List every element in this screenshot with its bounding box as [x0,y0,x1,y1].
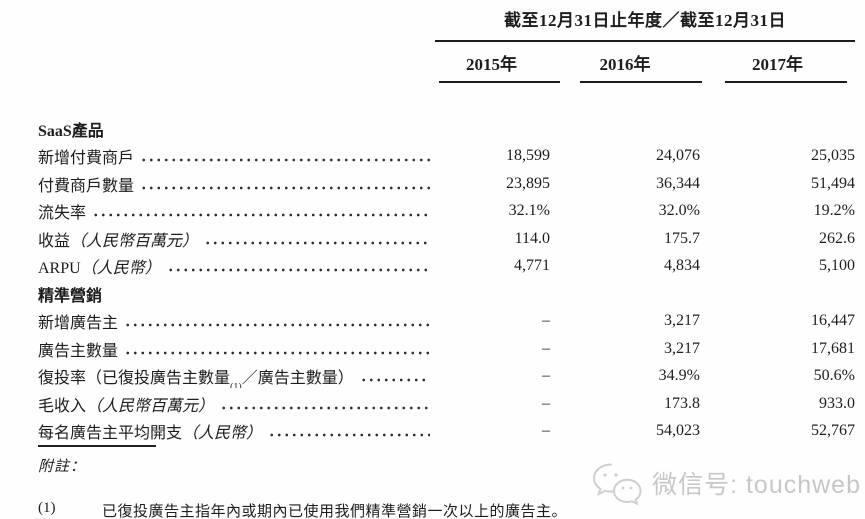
value-2017: 933.0 [819,394,855,412]
footnote-divider [38,445,156,447]
value-2017: 19.2% [813,202,855,220]
table-row: 收益 （人民幣百萬元） 114.0 175.7 262.6 [38,225,855,253]
dot-leader [204,240,430,245]
row-label: 新增付費商戶 [38,150,135,168]
value-2016: 173.8 [664,394,700,412]
section-header-row: SaaS產品 [38,115,855,143]
header-rule [435,40,855,42]
value-2015: – [542,312,550,330]
value-2017: 17,681 [811,339,855,357]
dot-leader [166,268,430,273]
footnote-item: (1) 已復投廣告主指年內或期內已使用我們精準營銷一次以上的廣告主。 [38,500,855,519]
value-2015: – [542,394,550,412]
row-unit: （人民幣） [80,260,161,278]
dot-leader [124,350,430,355]
row-label: 收益 [38,232,71,250]
value-2016: 34.9% [658,367,700,385]
footnote-heading: 附註： [38,459,87,475]
dot-leader [220,405,430,410]
value-2015: 4,771 [514,257,550,275]
value-2015: 32.1% [508,202,550,220]
value-2015: – [542,339,550,357]
table-row: 毛收入 （人民幣百萬元） – 173.8 933.0 [38,390,855,418]
value-2017: 16,447 [811,312,855,330]
period-header: 截至12月31日止年度／截至12月31日 [504,11,786,30]
row-label: 廣告主數量 [38,342,119,360]
year-header-row: 2015年 2016年 2017年 [38,44,855,83]
table-row: 流失率 32.1% 32.0% 19.2% [38,198,855,226]
value-2017: 52,767 [811,422,855,440]
value-2015: – [542,422,550,440]
row-unit: （人民幣） [182,425,263,443]
table-row: 新增付費商戶 18,599 24,076 25,035 [38,143,855,171]
value-2017: 25,035 [811,147,855,165]
row-unit: （人民幣百萬元） [70,232,199,250]
dot-leader [140,158,430,163]
row-label-suffix: ／廣告主數量） [241,370,354,388]
year-header-spacer [38,44,433,83]
value-2016: 24,076 [656,147,700,165]
section-title: SaaS產品 [38,122,104,140]
value-2017: 50.6% [813,367,855,385]
table-row: 新增廣告主 – 3,217 16,447 [38,308,855,336]
column-header-2017: 2017年 [700,44,855,83]
table-row: ARPU （人民幣） 4,771 4,834 5,100 [38,253,855,281]
value-2016: 3,217 [664,312,700,330]
table-body: SaaS產品 新增付費商戶 18,599 24,076 25,035 付費商戶數… [38,115,855,445]
table-content: 截至12月31日止年度／截至12月31日 2015年 2016年 2017年 S… [38,10,855,519]
value-2016: 4,834 [664,257,700,275]
row-label: 新增廣告主 [38,315,119,333]
table-row: 付費商戶數量 23,895 36,344 51,494 [38,170,855,198]
value-2016: 32.0% [658,202,700,220]
value-2017: 51,494 [811,174,855,192]
value-2017: 5,100 [819,257,855,275]
section-header-row: 精準營銷 [38,280,855,308]
table-row: 每名廣告主平均開支 （人民幣） – 54,023 52,767 [38,418,855,446]
row-unit: （人民幣百萬元） [86,397,215,415]
column-header-2016: 2016年 [550,44,702,83]
value-2015: 18,599 [506,147,550,165]
value-2015: 23,895 [506,174,550,192]
footnote-marker: (1) [38,500,56,516]
value-2016: 54,023 [656,422,700,440]
value-2016: 36,344 [656,174,700,192]
dot-leader [268,433,430,438]
dot-leader [92,213,430,218]
row-label: 復投率（已復投廣告主數量 [38,370,231,388]
value-2016: 175.7 [664,229,700,247]
table-row: 復投率（已復投廣告主數量 (1) ／廣告主數量） – 34.9% 50.6% [38,363,855,391]
value-2017: 262.6 [819,229,855,247]
row-label: 付費商戶數量 [38,177,135,195]
value-2016: 3,217 [664,339,700,357]
value-2015: 114.0 [514,229,550,247]
row-label: 流失率 [38,205,87,223]
dot-leader [124,323,430,328]
footnote-text: 已復投廣告主指年內或期內已使用我們精準營銷一次以上的廣告主。 [102,504,568,519]
table-row: 廣告主數量 – 3,217 17,681 [38,335,855,363]
column-header-2015: 2015年 [433,44,560,83]
row-label: ARPU [38,260,81,278]
dot-leader [359,378,430,383]
row-label: 毛收入 [38,397,87,415]
section-title: 精準營銷 [38,287,103,305]
dot-leader [140,185,430,190]
row-label: 每名廣告主平均開支 [38,425,183,443]
value-2015: – [542,367,550,385]
